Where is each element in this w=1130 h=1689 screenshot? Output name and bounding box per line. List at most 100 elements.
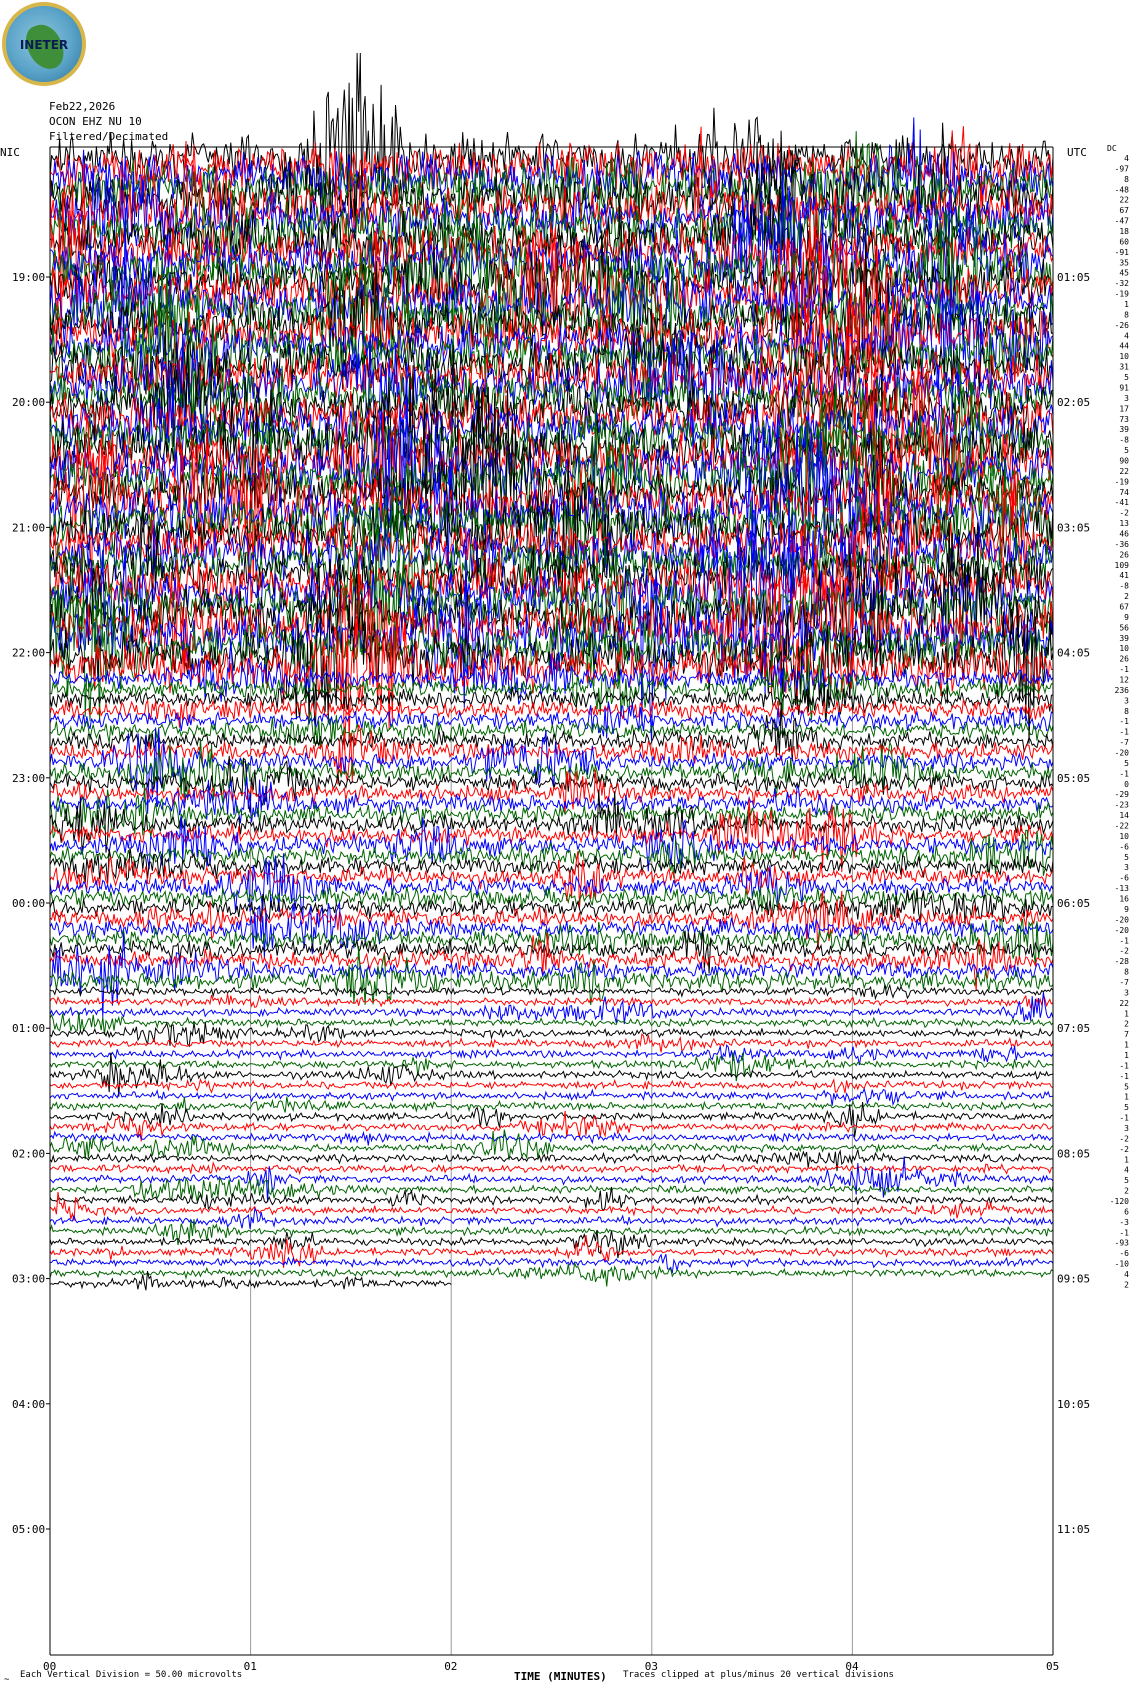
trace-line	[49, 711, 1054, 749]
dc-offset-label: 2	[1124, 592, 1129, 601]
dc-offset-label: 26	[1119, 550, 1129, 559]
dc-offset-label: -26	[1115, 321, 1130, 330]
trace-line	[49, 885, 1054, 918]
dc-offset-label: -1	[1119, 1061, 1129, 1070]
dc-offset-label: 13	[1119, 519, 1129, 528]
utc-hour-label: 07:05	[1057, 1022, 1090, 1035]
dc-offset-label: -1	[1119, 1228, 1129, 1237]
dc-offset-label: 18	[1119, 227, 1129, 236]
x-tick-label: 03	[645, 1660, 658, 1673]
trace-line	[49, 1101, 1054, 1138]
trace-line	[49, 991, 1054, 1025]
dc-offset-label: 9	[1124, 613, 1129, 622]
dc-offset-label: 3	[1124, 863, 1129, 872]
dc-offset-label: 1	[1124, 1041, 1129, 1050]
dc-offset-label: -1	[1119, 728, 1129, 737]
dc-offset-label: -10	[1115, 1260, 1130, 1269]
dc-offset-label: 10	[1119, 644, 1129, 653]
dc-offset-label: -29	[1115, 790, 1130, 799]
x-tick-label: 00	[43, 1660, 56, 1673]
x-tick-label: 04	[845, 1660, 859, 1673]
dc-offset-label: 109	[1115, 561, 1130, 570]
x-tick-label: 05	[1046, 1660, 1059, 1673]
logo-text: INETER	[19, 38, 69, 52]
dc-offset-label: 236	[1115, 686, 1130, 695]
trace-line	[49, 188, 1054, 369]
utc-hour-label: 02:05	[1057, 396, 1090, 409]
trace-line	[49, 1087, 1054, 1107]
dc-offset-label: 91	[1119, 383, 1129, 392]
header-extra: Filtered/Decimated	[49, 130, 169, 143]
utc-hour-label: 10:05	[1057, 1398, 1090, 1411]
dc-offset-label: 39	[1119, 634, 1129, 643]
trace-line	[49, 467, 1054, 620]
dc-offset-label: -7	[1119, 978, 1129, 987]
dc-offset-label: 4	[1124, 331, 1129, 340]
trace-line	[49, 1230, 1054, 1259]
dc-offset-label: -47	[1115, 217, 1130, 226]
header-station: OCON EHZ NU 10	[49, 115, 142, 128]
trace-line	[49, 389, 1054, 585]
dc-offset-label: 41	[1119, 571, 1129, 580]
nic-hour-label: 02:00	[12, 1147, 45, 1160]
trace-line	[49, 1077, 1054, 1094]
dc-offset-label: -20	[1115, 749, 1130, 758]
trace-line	[49, 431, 1054, 572]
dc-offset-label: 45	[1119, 269, 1129, 278]
dc-offset-label: 16	[1119, 895, 1129, 904]
dc-offset-label: -19	[1115, 477, 1130, 486]
trace-line	[49, 932, 1054, 991]
trace-line	[49, 117, 1054, 222]
trace-line	[49, 415, 1054, 593]
trace-line	[49, 1191, 1054, 1221]
trace-line	[49, 1044, 1054, 1066]
nic-hour-label: 05:00	[12, 1523, 45, 1536]
trace-line	[49, 1052, 1054, 1082]
dc-offset-label: 8	[1124, 175, 1129, 184]
dc-offset-label: 73	[1119, 415, 1129, 424]
trace-line	[49, 252, 1054, 420]
trace-line	[49, 344, 1054, 539]
utc-hour-labels: 01:05 02:05 03:05 04:05 05:05 06:05 07:05 08:05…	[1057, 271, 1090, 1536]
dc-offset-label: -6	[1119, 1249, 1129, 1258]
x-axis-label: TIME (MINUTES)	[514, 1670, 607, 1683]
trace-line	[49, 724, 1054, 785]
dc-offset-label: 1	[1124, 1093, 1129, 1102]
utc-hour-label: 01:05	[1057, 271, 1090, 284]
ineter-logo: INETER	[2, 2, 86, 86]
dc-offset-label: -13	[1115, 884, 1130, 893]
dc-offset-label: 67	[1119, 206, 1129, 215]
trace-line	[49, 1110, 1054, 1142]
nic-hour-label: 01:00	[12, 1022, 45, 1035]
trace-line	[49, 1261, 1054, 1287]
trace-line	[49, 1235, 1054, 1268]
corner-mark: ~	[4, 1675, 10, 1685]
trace-line	[49, 1033, 1054, 1053]
dc-offset-label: 60	[1119, 237, 1129, 246]
dc-offset-label: -1	[1119, 936, 1129, 945]
nic-hour-label: 19:00	[12, 271, 45, 284]
x-tick-label: 02	[444, 1660, 457, 1673]
trace-line	[50, 769, 1054, 814]
trace-line	[49, 1149, 1054, 1172]
dc-offset-label: -1	[1119, 1114, 1129, 1123]
trace-line	[49, 1253, 1054, 1274]
dc-offset-label: 2	[1124, 1280, 1129, 1289]
dc-offset-label: -32	[1115, 279, 1130, 288]
dc-offset-label: -2	[1119, 1145, 1129, 1154]
dc-offset-label: -20	[1115, 926, 1130, 935]
trace-line	[49, 993, 1054, 1012]
trace-line	[49, 355, 1054, 517]
trace-line	[49, 1186, 1054, 1212]
trace-line	[49, 738, 1054, 804]
x-tick-labels: 00 01 02 03 04 05	[43, 1660, 1059, 1673]
dc-offset-label: 3	[1124, 394, 1129, 403]
dc-offset-label: 5	[1124, 373, 1129, 382]
trace-line	[49, 785, 1054, 839]
dc-offset-label: 10	[1119, 352, 1129, 361]
dc-offset-label: 22	[1119, 467, 1129, 476]
dc-offset-label: -91	[1115, 248, 1130, 257]
trace-line	[49, 483, 1054, 630]
dc-offset-label: -97	[1115, 164, 1130, 173]
dc-offset-label: -23	[1115, 801, 1130, 810]
